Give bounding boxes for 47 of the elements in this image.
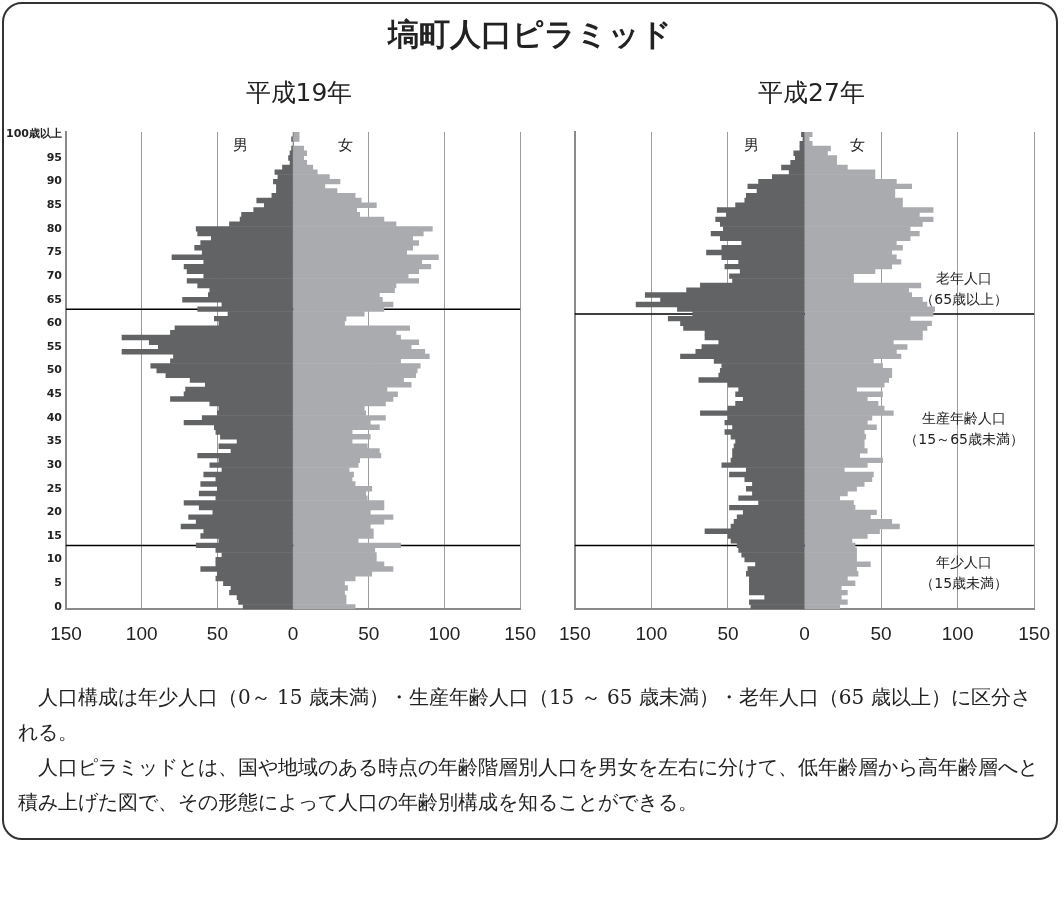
x-tick-label: 150 <box>504 622 536 644</box>
y-tick-label: 15 <box>46 528 62 542</box>
chart-subtitle: 平成19年 <box>244 77 354 109</box>
y-tick-label: 85 <box>46 198 62 212</box>
y-tick-label: 30 <box>46 457 63 471</box>
annotation: 生産年齢人口（15～65歳未満） <box>904 409 1024 447</box>
y-tick-label: 50 <box>46 363 63 377</box>
annotation: 老年人口（65歳以上） <box>920 270 1009 308</box>
series-label: 女 <box>849 135 865 154</box>
series-label: 女 <box>337 135 353 154</box>
y-tick-label: 20 <box>46 505 63 519</box>
x-tick-label: 150 <box>1018 622 1050 644</box>
chart-title: 塙町人口ピラミッド <box>386 15 673 54</box>
y-tick-label: 35 <box>46 434 62 448</box>
x-tick-label: 100 <box>428 622 461 644</box>
y-tick-label: 0 <box>54 599 63 613</box>
x-tick-label: 100 <box>125 622 158 644</box>
y-tick-label: 55 <box>46 339 62 353</box>
y-tick-label: 80 <box>46 221 63 235</box>
x-tick-label: 100 <box>941 622 974 644</box>
y-tick-label: 75 <box>46 245 62 259</box>
y-tick-label: 45 <box>46 387 62 401</box>
x-tick-label: 50 <box>870 622 892 644</box>
x-tick-label: 100 <box>635 622 668 644</box>
y-tick-label: 5 <box>54 576 62 590</box>
text: 人口ピラミッドとは、国や地域のある時点の年齢階層別人口を男女を左右に分けて、低年齢層から高年齢層へと積み上げた図で、その形態によって人口の年齢別構成を知ることができる。 <box>18 754 1039 816</box>
x-tick-label: 0 <box>799 622 810 644</box>
y-tick-label: 95 <box>46 150 62 164</box>
text: 男 <box>233 135 249 154</box>
x-tick-label: 50 <box>206 622 228 644</box>
y-tick-label: 25 <box>46 481 62 495</box>
annotation: 年少人口（15歳未満） <box>920 553 1009 591</box>
y-tick-label: 40 <box>46 410 63 424</box>
x-tick-label: 50 <box>358 622 380 644</box>
x-tick-label: 0 <box>287 622 299 644</box>
x-tick-label: 150 <box>559 622 591 644</box>
y-tick-label: 60 <box>46 316 63 330</box>
chart-subtitle: 平成27年 <box>757 77 866 109</box>
series-label: 男 <box>744 135 760 154</box>
y-tick-label: 70 <box>46 268 63 282</box>
text: 人口構成は年少人口（0～ 15 歳未満）・生産年齢人口（15 ～ 65 歳未満）・老年人口（65 歳以上）に区分される。 <box>18 684 1032 746</box>
x-tick-label: 150 <box>50 622 82 644</box>
y-tick-label: 10 <box>46 552 63 566</box>
y-tick-label: 100歳以上 <box>6 127 62 141</box>
y-tick-label: 90 <box>46 174 63 188</box>
x-tick-label: 50 <box>717 622 739 644</box>
y-tick-label: 65 <box>46 292 62 306</box>
